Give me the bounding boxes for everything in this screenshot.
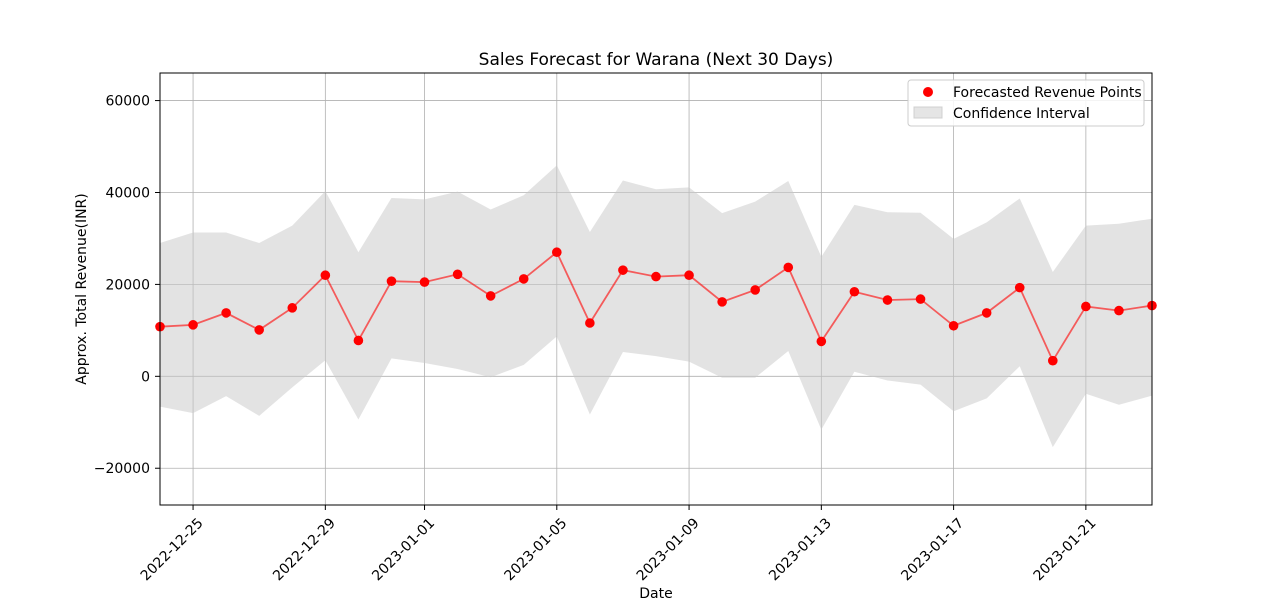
forecast-point xyxy=(452,269,463,280)
legend-label-confidence: Confidence Interval xyxy=(953,106,1090,122)
x-tick-label: 2023-01-05 xyxy=(502,515,571,584)
legend-marker-forecast xyxy=(923,87,933,97)
chart-title: Sales Forecast for Warana (Next 30 Days) xyxy=(479,50,834,70)
y-tick-label: 20000 xyxy=(105,277,150,293)
y-tick-label: −20000 xyxy=(94,461,150,477)
forecast-point xyxy=(717,297,727,307)
forecast-point xyxy=(651,271,661,282)
forecast-point xyxy=(320,270,331,281)
forecast-point xyxy=(353,335,364,346)
y-tick-label: 0 xyxy=(141,369,150,385)
forecast-point xyxy=(254,325,264,335)
forecast-point xyxy=(419,277,430,287)
forecast-point xyxy=(849,286,860,297)
forecast-point xyxy=(188,320,198,330)
x-axis-label: Date xyxy=(639,586,672,602)
legend-box xyxy=(907,79,1145,127)
forecast-point xyxy=(915,294,926,304)
plot-frame xyxy=(159,72,1153,506)
forecast-point xyxy=(981,308,992,318)
forecast-point xyxy=(1114,305,1124,316)
forecast-point xyxy=(783,262,794,273)
forecast-point xyxy=(386,276,397,286)
forecast-point xyxy=(485,291,496,301)
y-axis-label: Approx. Total Revenue(INR) xyxy=(74,193,90,385)
forecast-point xyxy=(552,247,562,258)
legend-label-forecast: Forecasted Revenue Points xyxy=(953,85,1142,101)
x-axis-ticks: 2022-12-25 2022-12-29 2023-01-01 2023-01-05… xyxy=(138,505,1100,584)
forecast-point xyxy=(518,274,529,284)
x-tick-label: 2023-01-21 xyxy=(1031,515,1100,584)
forecast-point xyxy=(816,336,827,347)
forecast-point xyxy=(618,265,628,275)
y-tick-label: 60000 xyxy=(105,94,150,110)
forecast-point xyxy=(882,295,893,305)
legend-swatch-confidence xyxy=(913,106,943,119)
x-tick-label: 2022-12-29 xyxy=(270,515,339,584)
forecast-point xyxy=(684,270,694,281)
x-tick-label: 2022-12-25 xyxy=(138,515,207,584)
forecast-point xyxy=(585,318,595,328)
x-tick-label: 2023-01-17 xyxy=(898,515,967,584)
x-tick-label: 2023-01-09 xyxy=(634,515,703,584)
x-tick-label: 2023-01-01 xyxy=(369,515,438,584)
forecast-points xyxy=(155,247,1157,366)
forecast-point xyxy=(287,303,298,313)
y-tick-label: 40000 xyxy=(105,185,150,201)
forecast-point xyxy=(1048,355,1058,366)
forecast-point xyxy=(1081,301,1091,312)
forecast-point xyxy=(750,285,760,295)
forecast-point xyxy=(221,308,231,318)
legend: Forecasted Revenue Points Confidence Int… xyxy=(907,79,1145,127)
forecast-point xyxy=(1014,282,1025,293)
y-axis-ticks: −20000 0 20000 40000 60000 xyxy=(94,94,160,477)
x-tick-label: 2023-01-13 xyxy=(766,515,835,584)
confidence-interval-area xyxy=(160,165,1152,448)
forecast-point xyxy=(948,320,959,331)
